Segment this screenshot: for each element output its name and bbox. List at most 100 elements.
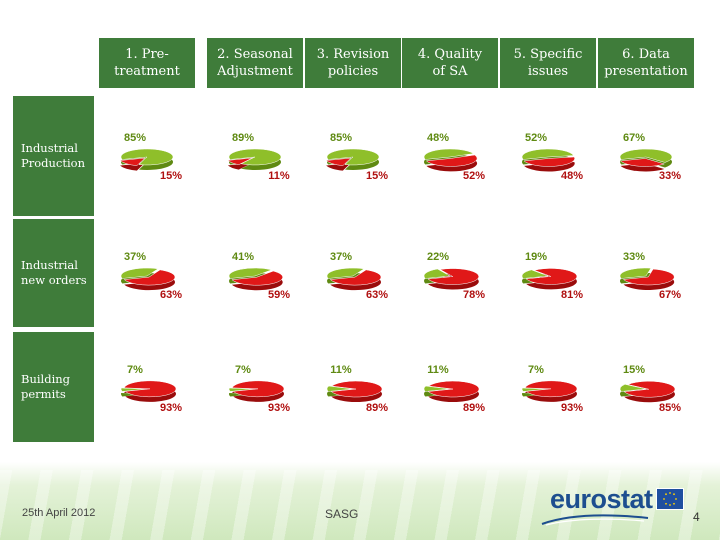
pie-r1-c2-green-slice bbox=[228, 148, 282, 166]
pie-r1-c3-red-slice bbox=[325, 157, 352, 166]
pie-r2-c1: 37% 63% bbox=[120, 251, 182, 301]
pie-r3-c3-green-label: 11% bbox=[330, 364, 352, 376]
eurostat-logo-text: eurostat bbox=[550, 484, 653, 514]
pie-r2-c1-red-label: 63% bbox=[160, 289, 182, 301]
pie-r2-c4-green-label: 22% bbox=[427, 251, 449, 263]
footer-center-label: SASG bbox=[325, 507, 359, 521]
pie-r1-c1-red-label: 15% bbox=[160, 170, 182, 182]
pie-r1-c4: 48% 52% bbox=[423, 132, 485, 182]
pie-r3-c6-red-label: 85% bbox=[659, 402, 681, 414]
pie-r3-c1-green-slice bbox=[120, 387, 148, 392]
pie-r2-c5-green-slice bbox=[521, 269, 549, 279]
pie-r2-c4: 22% 78% bbox=[423, 251, 485, 301]
pie-r1-c5: 52% 48% bbox=[521, 132, 583, 182]
pie-r1-c1: 85% 15% bbox=[119, 132, 182, 182]
pie-r2-c3-green-label: 37% bbox=[330, 251, 352, 263]
pie-r3-c3: 11% 89% bbox=[326, 364, 388, 414]
pie-r1-c1-red-slice bbox=[119, 157, 146, 166]
pie-r2-c3-red-slice bbox=[329, 269, 382, 286]
pie-r2-c1-green-label: 37% bbox=[124, 251, 146, 263]
pie-r1-c1-green-label: 85% bbox=[124, 132, 146, 144]
column-header-pretreatment: 1. Pre- treatment bbox=[99, 38, 195, 88]
pie-r3-c2-red-slice bbox=[231, 380, 285, 398]
pie-r1-c3-green-slice bbox=[326, 148, 380, 166]
pie-r1-c4-green-slice bbox=[423, 148, 475, 160]
pie-r1-c6-green-label: 67% bbox=[623, 132, 645, 144]
pie-r3-c6-green-slice bbox=[619, 384, 647, 392]
pie-r2-c2-green-label: 41% bbox=[232, 251, 254, 263]
pie-r2-c5-red-label: 81% bbox=[561, 289, 583, 301]
pie-r3-c6-red-slice bbox=[623, 380, 676, 398]
pie-r3-c2-red-label: 93% bbox=[268, 402, 290, 414]
pie-r3-c1: 7% 93% bbox=[120, 364, 182, 414]
column-header-seasonal-adjustment: 2. Seasonal Adjustment bbox=[207, 38, 303, 88]
pie-r3-c3-green-slice bbox=[326, 385, 354, 392]
pie-r1-c2-red-label: 11% bbox=[268, 170, 290, 182]
pie-r1-c6-red-slice bbox=[620, 158, 666, 167]
pie-r1-c6: 67% 33% bbox=[619, 132, 681, 182]
row-header-industrial-production: Industrial Production bbox=[13, 96, 94, 216]
pie-r3-c5: 7% 93% bbox=[521, 364, 583, 414]
pie-r2-c1-red-slice bbox=[123, 269, 176, 286]
pie-r3-c1-red-slice bbox=[123, 380, 177, 398]
pie-r2-c2-red-label: 59% bbox=[268, 289, 290, 301]
footer-stripes bbox=[0, 470, 720, 540]
pie-r3-c4-red-label: 89% bbox=[463, 402, 485, 414]
pie-r2-c6: 33% 67% bbox=[619, 251, 681, 301]
pie-r2-c2-green-slice bbox=[228, 267, 273, 279]
pie-r1-c5-red-label: 48% bbox=[561, 170, 583, 182]
pie-r2-c2-red-slice bbox=[231, 270, 283, 286]
pie-r2-c5-green-label: 19% bbox=[525, 251, 547, 263]
logo-swoosh-icon bbox=[541, 514, 649, 526]
pie-r2-c6-red-label: 67% bbox=[659, 289, 681, 301]
pie-r2-c3: 37% 63% bbox=[326, 251, 388, 301]
page-number: 4 bbox=[693, 510, 700, 524]
pie-r2-c4-green-slice bbox=[423, 268, 451, 279]
pie-r1-c6-red-label: 33% bbox=[659, 170, 681, 182]
eu-flag-icon bbox=[656, 488, 684, 510]
pie-r2-c4-red-slice bbox=[427, 268, 480, 285]
pie-r3-c4-red-slice bbox=[427, 380, 480, 398]
row-header-industrial-new-orders: Industrial new orders bbox=[13, 219, 94, 327]
pie-r2-c1-green-slice bbox=[120, 267, 159, 279]
pie-r1-c6-green-slice bbox=[619, 148, 673, 163]
pie-r1-c4-red-slice bbox=[425, 154, 478, 167]
pie-r3-c2-green-slice bbox=[228, 387, 256, 392]
pie-r1-c3: 85% 15% bbox=[325, 132, 388, 182]
pie-r1-c4-red-label: 52% bbox=[463, 170, 485, 182]
pie-r1-c2-green-label: 89% bbox=[232, 132, 254, 144]
pie-r1-c3-red-label: 15% bbox=[366, 170, 388, 182]
pie-r3-c3-red-slice bbox=[330, 380, 383, 398]
footer-date: 25th April 2012 bbox=[22, 507, 96, 519]
pie-r3-c3-red-label: 89% bbox=[366, 402, 388, 414]
pie-r2-c5: 19% 81% bbox=[521, 251, 583, 301]
footer-band bbox=[0, 462, 720, 540]
pie-r3-c4: 11% 89% bbox=[423, 364, 485, 414]
pie-r2-c6-green-label: 33% bbox=[623, 251, 645, 263]
pie-r3-c2: 7% 93% bbox=[228, 364, 290, 414]
pie-r3-c4-green-label: 11% bbox=[427, 364, 449, 376]
pie-r3-c6-green-label: 15% bbox=[623, 364, 645, 376]
pie-r2-c4-red-label: 78% bbox=[463, 289, 485, 301]
column-header-quality-of-sa: 4. Quality of SA bbox=[402, 38, 498, 88]
pie-r3-c6: 15% 85% bbox=[619, 364, 681, 414]
pie-r2-c6-green-slice bbox=[619, 267, 652, 279]
pie-r1-c4-green-label: 48% bbox=[427, 132, 449, 144]
column-header-data-presentation: 6. Data presentation bbox=[598, 38, 694, 88]
pie-r2-c5-red-slice bbox=[525, 268, 578, 285]
pie-r2-c2: 41% 59% bbox=[228, 251, 290, 301]
pie-r1-c2: 89% 11% bbox=[227, 132, 290, 182]
pie-r3-c4-green-slice bbox=[423, 385, 451, 392]
pie-r1-c2-red-slice bbox=[227, 157, 253, 165]
pie-r3-c5-green-label: 7% bbox=[528, 364, 544, 376]
pie-r3-c1-red-label: 93% bbox=[160, 402, 182, 414]
pie-r3-c5-red-slice bbox=[524, 380, 578, 398]
pie-r2-c3-green-slice bbox=[326, 267, 365, 279]
column-header-specific-issues: 5. Specific issues bbox=[500, 38, 596, 88]
pie-r2-c3-red-label: 63% bbox=[366, 289, 388, 301]
pie-r2-c6-red-slice bbox=[622, 268, 675, 286]
pie-r1-c1-red-side bbox=[120, 163, 145, 171]
pie-r3-c5-red-label: 93% bbox=[561, 402, 583, 414]
pie-r1-c1-green-slice bbox=[120, 148, 174, 166]
